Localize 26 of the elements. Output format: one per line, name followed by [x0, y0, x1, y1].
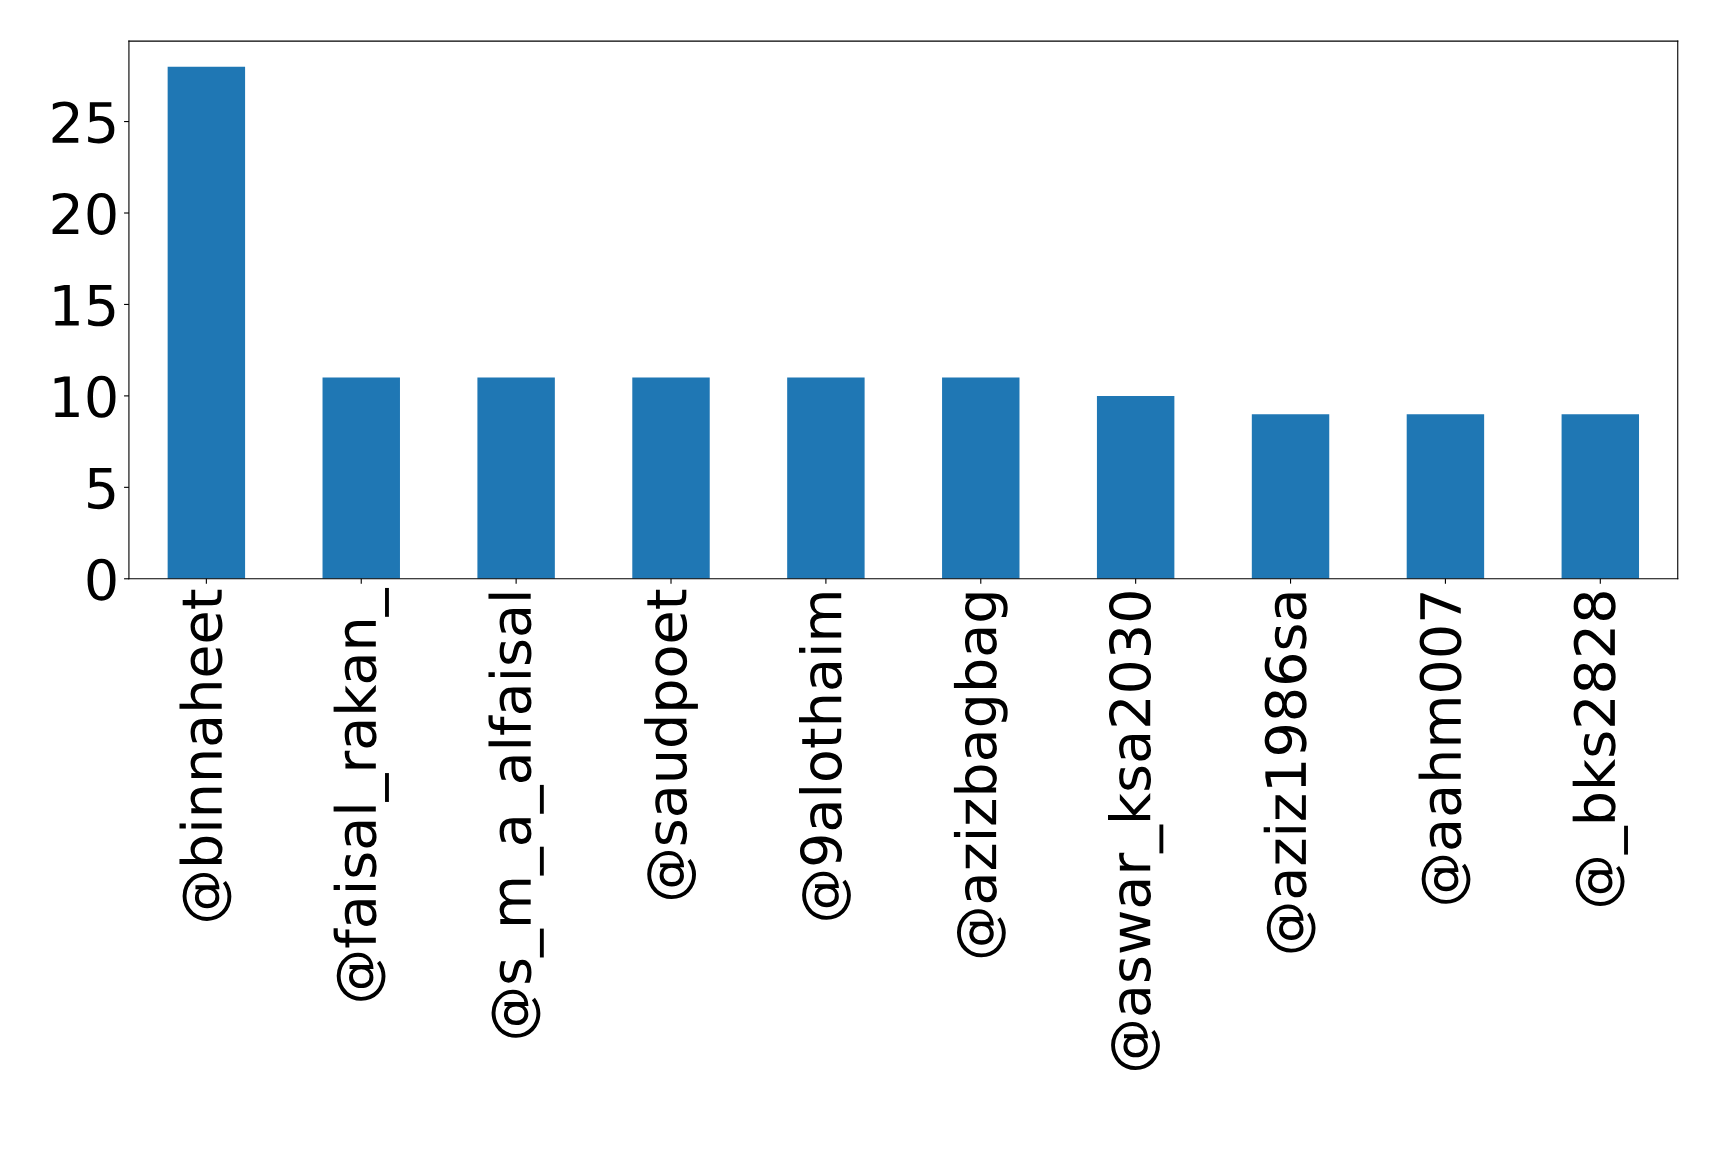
y-tick-label: 15: [54, 285, 115, 327]
bar: [787, 377, 865, 579]
x-tick-label: @_bks2828: [1572, 592, 1628, 906]
bar: [632, 377, 710, 579]
y-tick-label: 10: [54, 375, 116, 418]
x-tick-label: @binnaheet: [179, 589, 232, 921]
x-tick-label: @9alothaim: [799, 593, 851, 920]
x-tick-label: @faisal_rakan_: [333, 587, 389, 1001]
bar: [167, 66, 246, 579]
x-tick-label: @aahm007: [1418, 593, 1471, 904]
bar: [1406, 414, 1485, 579]
x-tick-label: @aswar_ksa2030: [1108, 592, 1164, 1071]
y-tick-label: 5: [88, 467, 115, 510]
x-tick-label: @azizbagbag: [953, 593, 1008, 958]
bar: [1561, 414, 1640, 579]
y-tick-label: 0: [87, 558, 116, 601]
bar: [322, 377, 400, 579]
x-tick-label: @aziz1986sa: [1263, 593, 1316, 953]
y-tick-label: 25: [52, 101, 115, 144]
y-tick-label: 20: [52, 192, 116, 235]
bar: [477, 377, 555, 579]
x-tick-label: @s_m_a_alfaisal: [488, 593, 544, 1038]
bar: [1251, 414, 1330, 579]
x-tick-label: @saudpoet: [644, 589, 698, 900]
bar: [942, 377, 1020, 579]
bar: [1096, 395, 1175, 579]
